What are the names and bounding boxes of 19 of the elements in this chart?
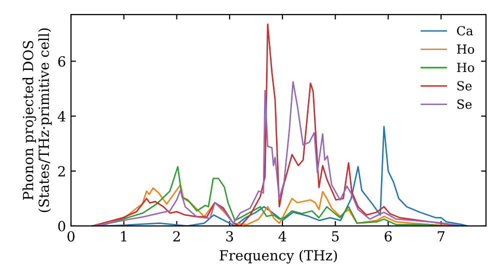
legend-label: Se (457, 99, 472, 109)
y-tick-label: 2 (58, 166, 65, 176)
x-tick-label: 5 (332, 231, 339, 242)
x-axis-title: Frequency (THz) (220, 250, 337, 264)
legend-label: Ho (457, 62, 474, 72)
y-tick-label: 0 (58, 220, 66, 232)
x-tick-label: 2 (173, 231, 180, 242)
x-tick-label: 7 (438, 231, 444, 242)
y-tick-label: 6 (58, 56, 66, 67)
legend-label: Ho (457, 44, 474, 54)
x-tick-label: 0 (67, 231, 74, 242)
y-axis-title: Phonon projected DOS (States/THz·primitive cell) (22, 28, 52, 212)
y-tick-label: 4 (58, 111, 66, 122)
x-tick-label: 6 (384, 231, 392, 242)
x-tick-label: 4 (278, 231, 286, 242)
legend-label: Se (457, 81, 472, 91)
x-tick-label: 3 (226, 231, 233, 242)
legend-label: Ca (457, 26, 473, 36)
x-tick-label: 1 (121, 231, 126, 242)
